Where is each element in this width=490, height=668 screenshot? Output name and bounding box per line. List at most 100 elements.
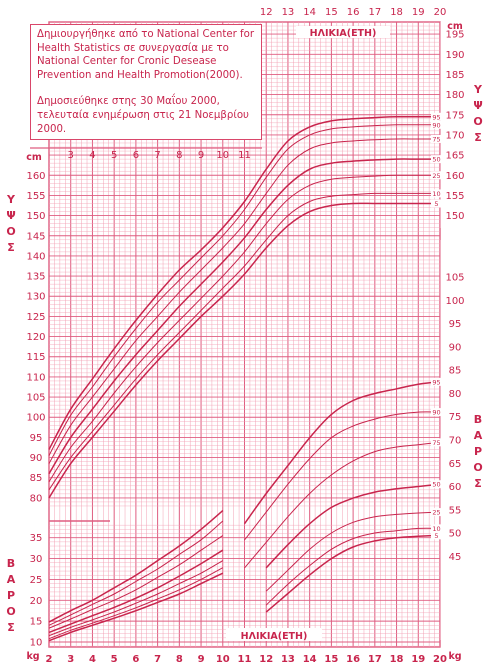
x-tick-label-bottom: 2: [46, 654, 53, 665]
x-axis-title-top: ΗΛΙΚΙΑ(ΕΤΗ): [310, 28, 377, 39]
axis-title-letter: Ο: [473, 115, 483, 128]
label-gutter: [440, 166, 465, 228]
stature-percentile-line: [48, 158, 440, 475]
x-tick-label-mid: 5: [111, 150, 117, 161]
weight-percentile-line-lower: [48, 567, 224, 640]
weight-percentile-line: [265, 511, 441, 592]
y-tick-label-weight-left: 20: [30, 596, 43, 607]
percentile-label-bg: [431, 377, 442, 386]
source-note-published: Δημοσιεύθηκε στης 30 Μαΐου 2000, τελευτα…: [37, 96, 249, 135]
percentile-label: 10: [432, 190, 440, 198]
stature-percentile-line: [48, 138, 440, 464]
x-tick-label-bottom: 11: [238, 654, 252, 665]
y-tick-label-weight-left: 25: [30, 575, 43, 586]
percentile-label: 5: [434, 532, 438, 540]
unit-cm-left: cm: [26, 152, 42, 163]
weight-percentile-line: [244, 441, 441, 569]
y-tick-label-stature-left: 110: [26, 372, 45, 383]
percentile-label-bg: [431, 438, 442, 447]
axis-title-letter: Σ: [474, 131, 482, 144]
stature-percentile-line: [48, 192, 440, 491]
y-tick-label-weight-right: 45: [449, 552, 462, 563]
x-tick-label-top: 18: [390, 7, 403, 18]
stature-percentile-line: [48, 202, 440, 499]
weight-percentile-line-lower: [48, 560, 224, 637]
percentile-label-bg: [431, 508, 442, 517]
x-tick-label-mid: 11: [238, 150, 251, 161]
axis-title-letter: Σ: [7, 621, 15, 634]
percentile-label-bg: [431, 408, 442, 417]
weight-percentile-line: [265, 534, 441, 613]
caption-bg: [296, 26, 390, 38]
y-tick-label-weight-right: 90: [449, 342, 462, 353]
y-tick-label-stature-left: 145: [26, 231, 45, 242]
axis-title-letter: Σ: [7, 241, 15, 254]
label-gutter: [21, 150, 48, 515]
x-tick-label-mid: 6: [133, 150, 139, 161]
x-tick-label-bottom: 3: [67, 654, 74, 665]
x-tick-label-mid: 3: [68, 150, 74, 161]
x-tick-label-bottom: 9: [198, 654, 205, 665]
y-tick-label-stature-right: 190: [445, 50, 464, 61]
y-tick-label-weight-right: 70: [449, 436, 462, 447]
x-tick-label-bottom: 18: [390, 654, 404, 665]
x-tick-label-bottom: 6: [132, 654, 139, 665]
y-tick-label-stature-left: 115: [26, 352, 45, 363]
stature-percentile-line: [48, 174, 440, 483]
axis-title-letter: Ρ: [473, 445, 483, 458]
weight-percentile-line: [265, 483, 441, 569]
percentile-label-bg: [431, 120, 442, 129]
percentile-label: 50: [432, 481, 440, 489]
y-tick-label-stature-left: 155: [26, 191, 45, 202]
x-tick-label-top: 20: [434, 7, 447, 18]
label-gutter: [440, 240, 465, 640]
axis-title-letter: Ψ: [6, 209, 16, 222]
axis-title-letter: Ο: [473, 461, 483, 474]
unit-cm-right: cm: [447, 21, 463, 32]
y-tick-label-stature-right: 160: [445, 171, 464, 182]
y-tick-label-stature-left: 125: [26, 312, 45, 323]
y-tick-label-stature-right: 150: [445, 211, 464, 222]
percentile-label-bg: [431, 134, 442, 143]
percentile-label-bg: [431, 112, 442, 121]
x-tick-label-bottom: 19: [411, 654, 425, 665]
x-tick-label-mid: 9: [198, 150, 204, 161]
x-tick-label-bottom: 10: [216, 654, 230, 665]
percentile-label: 90: [432, 409, 440, 417]
y-tick-label-stature-right: 180: [445, 90, 464, 101]
percentile-label: 50: [432, 156, 440, 164]
x-tick-label-bottom: 14: [303, 654, 317, 665]
x-tick-label-bottom: 17: [368, 654, 382, 665]
y-tick-label-weight-right: 80: [449, 389, 462, 400]
x-tick-label-bottom: 8: [176, 654, 183, 665]
x-tick-label-mid: 7: [154, 150, 160, 161]
stature-percentile-line: [48, 124, 440, 456]
y-tick-label-weight-right: 85: [449, 366, 462, 377]
axis-title-letter: Β: [473, 413, 483, 426]
percentile-label-bg: [431, 524, 442, 533]
percentile-label-bg: [431, 199, 442, 208]
percentile-label: 75: [432, 439, 440, 447]
y-tick-label-weight-left: 30: [30, 554, 43, 565]
y-tick-label-weight-right: 95: [449, 319, 462, 330]
y-tick-label-stature-left: 90: [30, 453, 43, 464]
weight-percentile-line-lower: [48, 549, 224, 634]
y-tick-label-stature-left: 150: [26, 211, 45, 222]
weight-percentile-line-lower: [48, 520, 224, 626]
weight-percentile-line-lower: [48, 572, 224, 642]
y-tick-label-stature-left: 120: [26, 332, 45, 343]
percentile-label: 25: [432, 172, 440, 180]
axis-title-letter: Υ: [7, 193, 15, 206]
y-tick-label-stature-left: 95: [30, 433, 43, 444]
axis-title-letter: Α: [473, 429, 483, 442]
weight-percentile-line: [265, 527, 441, 606]
x-tick-label-bottom: 16: [346, 654, 360, 665]
y-tick-label-weight-right: 55: [449, 505, 462, 516]
axis-title-letter: Ρ: [6, 589, 16, 602]
y-tick-label-stature-left: 85: [30, 473, 43, 484]
x-tick-label-bottom: 15: [324, 654, 338, 665]
x-tick-label-top: 19: [412, 7, 425, 18]
x-tick-label-mid: 4: [89, 150, 95, 161]
percentile-label: 95: [432, 378, 440, 386]
